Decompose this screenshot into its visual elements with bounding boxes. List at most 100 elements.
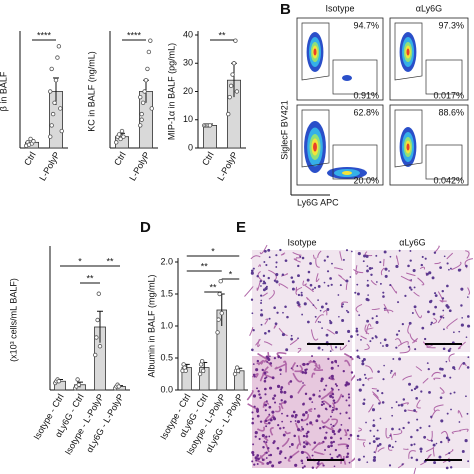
data-point: [217, 291, 222, 297]
alveolar-wall: [337, 443, 348, 448]
nucleus: [404, 294, 407, 297]
nucleus: [300, 291, 303, 294]
alveolar-wall: [315, 257, 320, 268]
nucleus: [325, 333, 329, 337]
nucleus: [420, 263, 424, 267]
alveolar-wall: [385, 428, 390, 439]
nucleus: [369, 340, 372, 343]
nucleus: [296, 420, 301, 424]
nucleus: [413, 286, 416, 289]
nucleus: [347, 340, 350, 343]
nucleus: [339, 412, 342, 415]
nucleus: [328, 404, 332, 408]
alveolar-wall: [259, 244, 268, 255]
gate-percent: 62.8%: [353, 107, 379, 117]
nucleus: [301, 466, 304, 469]
nucleus: [329, 436, 333, 440]
nucleus: [346, 429, 350, 432]
nucleus: [431, 276, 435, 280]
nucleus: [268, 413, 271, 416]
alveolar-wall: [434, 261, 441, 265]
nucleus: [302, 402, 305, 405]
alveolar-wall: [446, 252, 454, 260]
nucleus: [379, 417, 382, 420]
alveolar-wall: [437, 314, 444, 324]
nucleus: [395, 346, 398, 349]
alveolar-wall: [397, 341, 409, 347]
alveolar-wall: [262, 292, 268, 297]
nucleus: [449, 376, 452, 379]
nucleus: [460, 323, 464, 327]
nucleus: [326, 308, 330, 311]
nucleus: [304, 392, 308, 396]
nucleus: [275, 280, 279, 284]
nucleus: [267, 446, 270, 450]
data-point: [149, 106, 154, 111]
nucleus: [330, 360, 334, 364]
nucleus: [342, 370, 345, 373]
alveolar-wall: [249, 327, 254, 336]
nucleus: [331, 388, 334, 391]
nucleus: [317, 460, 320, 463]
nucleus: [291, 280, 295, 284]
data-point: [92, 352, 98, 358]
nucleus: [327, 445, 331, 449]
nucleus: [382, 345, 384, 347]
nucleus: [446, 262, 449, 265]
data-point: [215, 330, 220, 335]
x-tick-label: L-PolyP: [215, 150, 239, 182]
nucleus: [453, 391, 456, 394]
nucleus: [433, 251, 437, 254]
nucleus: [446, 412, 449, 415]
nucleus: [330, 441, 334, 444]
nucleus: [265, 400, 268, 403]
nucleus: [311, 355, 313, 358]
data-point: [199, 359, 205, 364]
nucleus: [362, 357, 366, 361]
nucleus: [318, 395, 321, 398]
nucleus: [372, 458, 376, 462]
data-point: [216, 317, 221, 322]
nucleus: [273, 279, 276, 282]
nucleus: [281, 420, 284, 423]
nucleus: [434, 294, 438, 298]
alveolar-wall: [280, 252, 286, 256]
nucleus: [320, 403, 324, 407]
gate-percent: 0.91%: [353, 90, 379, 100]
nucleus: [430, 321, 433, 324]
nucleus: [311, 454, 314, 457]
nucleus: [348, 417, 351, 420]
alveolar-wall: [296, 442, 301, 449]
data-point: [139, 111, 144, 117]
nucleus: [416, 428, 419, 432]
y-axis-label: Albumin in BALF (mg/mL): [146, 274, 156, 377]
alveolar-wall: [457, 341, 466, 350]
nucleus: [292, 410, 296, 414]
alveolar-wall: [315, 273, 320, 283]
nucleus: [277, 424, 280, 427]
nucleus: [282, 433, 286, 437]
nucleus: [286, 414, 289, 417]
nucleus: [446, 284, 449, 288]
nucleus: [335, 331, 338, 334]
nucleus: [271, 376, 275, 380]
y-axis-label: MIP-1α in BALF (pg/mL): [166, 43, 176, 140]
nucleus: [375, 336, 378, 339]
nucleus: [363, 373, 366, 376]
nucleus: [255, 459, 258, 462]
data-point: [58, 106, 63, 111]
alveolar-wall: [244, 286, 254, 297]
nucleus: [427, 310, 430, 314]
nucleus: [442, 316, 445, 319]
nucleus: [365, 421, 367, 424]
density-contour: [313, 142, 317, 152]
nucleus: [329, 453, 332, 456]
nucleus: [265, 355, 269, 358]
data-point: [200, 368, 206, 373]
nucleus: [290, 334, 293, 337]
y-tick-label: 40: [183, 29, 193, 39]
nucleus: [300, 450, 305, 455]
nucleus: [339, 284, 342, 287]
nucleus: [375, 254, 378, 257]
nucleus: [378, 402, 381, 405]
